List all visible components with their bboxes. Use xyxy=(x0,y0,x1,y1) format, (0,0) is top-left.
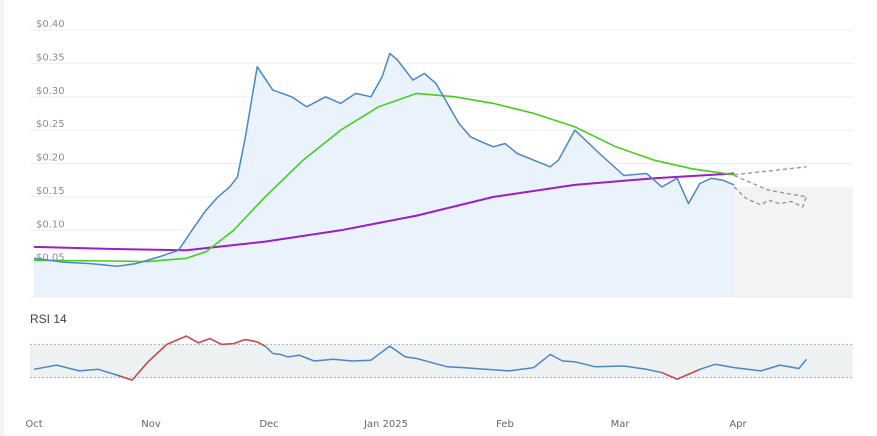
x-tick-label: Apr xyxy=(729,419,747,430)
y-tick-label: $0.05 xyxy=(36,253,65,264)
long-moving-average-line xyxy=(33,172,735,252)
rsi-band xyxy=(30,344,853,378)
x-tick-label: Dec xyxy=(259,419,278,430)
forecast-region xyxy=(734,186,853,297)
price-area-fill xyxy=(34,53,735,298)
y-tick-label: $0.30 xyxy=(36,86,65,97)
short-moving-average-line xyxy=(33,92,735,263)
rsi-extreme-segment xyxy=(661,368,701,381)
price-line xyxy=(33,52,735,268)
y-tick-label: $0.25 xyxy=(36,119,65,130)
x-tick-label: Feb xyxy=(496,419,514,430)
left-edge-rule xyxy=(0,0,4,436)
y-tick-label: $0.35 xyxy=(36,52,65,63)
x-tick-label: Mar xyxy=(611,419,631,430)
x-tick-label: Oct xyxy=(25,419,42,430)
y-tick-label: $0.15 xyxy=(36,186,65,197)
y-tick-label: $0.10 xyxy=(36,219,65,230)
rsi-extreme-segment xyxy=(146,335,266,364)
forecast-line xyxy=(734,166,807,176)
rsi-extreme-segment xyxy=(116,362,148,381)
x-tick-label: Nov xyxy=(141,419,161,430)
forecast-line xyxy=(733,174,807,198)
y-tick-label: $0.40 xyxy=(36,19,65,30)
x-tick-label: Jan 2025 xyxy=(363,419,408,430)
rsi-title: RSI 14 xyxy=(30,312,67,326)
y-tick-label: $0.20 xyxy=(36,153,65,164)
